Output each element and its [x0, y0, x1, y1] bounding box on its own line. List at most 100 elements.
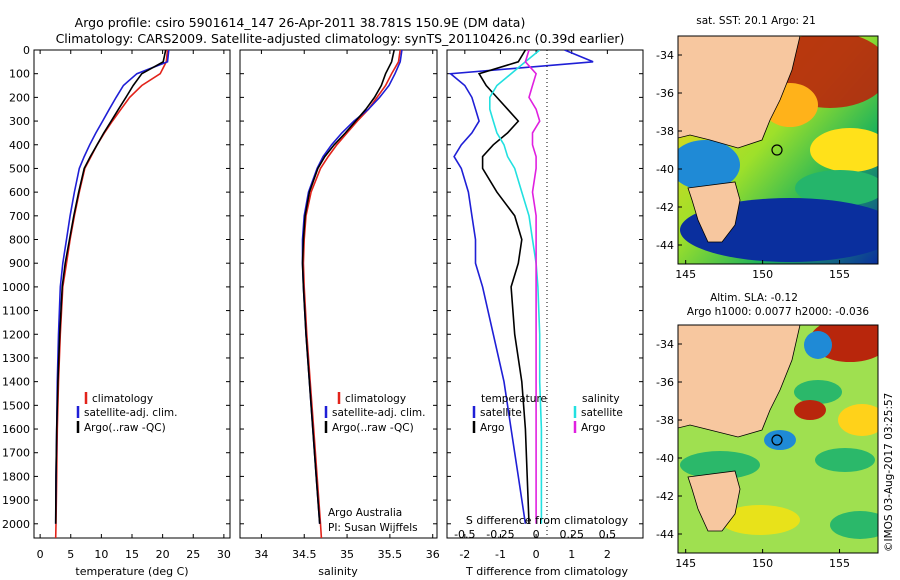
- map-y-tick-label: -42: [656, 490, 674, 503]
- depth-label: 1700: [2, 447, 30, 460]
- x-tick-label: 35.5: [378, 548, 403, 561]
- legend-label-temperature: temperature: [481, 393, 547, 405]
- x-tick-label: 15: [125, 548, 139, 561]
- x-tick-label: 25: [186, 548, 200, 561]
- depth-label: 600: [9, 186, 30, 199]
- map-y-tick-label: -42: [656, 201, 674, 214]
- series-line-argo---raw--qc-: [54, 50, 167, 524]
- difference-axes: -2 -1 0 1 2 -0.5 -0.25 0 0.25 0.5: [447, 49, 643, 561]
- series-line-satellite-adj--clim-: [301, 50, 403, 524]
- depth-label: 300: [9, 115, 30, 128]
- sla-map-title: Altim. SLA: -0.12: [710, 292, 798, 304]
- map-y-tick-label: -36: [656, 87, 674, 100]
- map-y-tick-label: -36: [656, 376, 674, 389]
- temperature-lines: [54, 50, 170, 538]
- salinity-xlabel: salinity: [318, 565, 358, 578]
- x-tick-label: 36: [426, 548, 440, 561]
- sla-map-ticks: 145 150 155 -34 -36 -38 -40 -42 -44: [656, 338, 850, 570]
- sst-map-ticks: 145 150 155 -34 -36 -38 -40 -42 -44: [656, 49, 850, 281]
- map-x-tick-label: 155: [829, 268, 850, 281]
- header-line-1: Argo profile: csiro 5901614_147 26-Apr-2…: [75, 15, 526, 30]
- salinity-panel-frame: [239, 49, 438, 539]
- x-tick-label: 34: [254, 548, 268, 561]
- x-tick-label: 20: [156, 548, 170, 561]
- map-x-tick-label: 145: [675, 557, 696, 570]
- depth-label: 1300: [2, 352, 30, 365]
- difference-lines: [448, 50, 594, 524]
- temperature-xlabel: temperature (deg C): [75, 565, 188, 578]
- map-y-tick-label: -38: [656, 125, 674, 138]
- x-tick-label: 30: [217, 548, 231, 561]
- legend-label-temp-satellite: satellite: [480, 407, 522, 419]
- legend-label-climatology: climatology: [345, 393, 406, 405]
- mainland-land: [678, 36, 801, 149]
- sla-map-subtitle: Argo h1000: 0.0077 h2000: -0.036: [687, 306, 869, 318]
- x-tick-label: 2: [604, 548, 611, 561]
- depth-label: 1100: [2, 305, 30, 318]
- series-line-argo---raw--qc-: [301, 50, 395, 524]
- legend-label-argo: Argo(..raw -QC): [332, 422, 414, 434]
- legend-label-sal-satellite: satellite: [581, 407, 623, 419]
- salinity-axes: 34 34.5 35 35.5 36: [240, 49, 440, 561]
- annotation-argo-australia: Argo Australia: [328, 507, 402, 519]
- mainland-land: [678, 325, 801, 438]
- depth-label: 800: [9, 234, 30, 247]
- argo-location-marker: [771, 434, 783, 446]
- x-tick-label: 0: [533, 548, 540, 561]
- sla-map-frame: [677, 324, 879, 554]
- series-line-climatology: [54, 50, 169, 538]
- map-y-tick-label: -40: [656, 452, 674, 465]
- legend-label-sal-argo: Argo: [581, 422, 605, 434]
- series-line-satellite: [448, 50, 594, 524]
- sst-map-image: [678, 36, 878, 264]
- legend-label-argo: Argo(..raw -QC): [84, 422, 166, 434]
- depth-label: 1600: [2, 423, 30, 436]
- series-line-satellite: [489, 50, 543, 524]
- depth-label: 200: [9, 91, 30, 104]
- argo-location-marker: [771, 144, 783, 156]
- x-tick-label: 35: [340, 548, 354, 561]
- map-y-tick-label: -40: [656, 163, 674, 176]
- x-tick-label: -1: [495, 548, 506, 561]
- tasmania-land: [687, 181, 741, 243]
- series-line-argo: [524, 50, 541, 524]
- legend-label-satellite: satellite-adj. clim.: [332, 407, 425, 419]
- series-line-argo: [477, 50, 530, 524]
- depth-label: 700: [9, 210, 30, 223]
- difference-legend: temperature satellite Argo salinity sate…: [472, 393, 623, 434]
- x-tick-label: -2: [459, 548, 470, 561]
- depth-label: 2000: [2, 518, 30, 531]
- tasmania-land: [687, 470, 741, 532]
- header-line-2: Climatology: CARS2009. Satellite-adjuste…: [56, 31, 625, 46]
- s-tick-label: 0.5: [599, 528, 617, 541]
- x-tick-label: 1: [568, 548, 575, 561]
- x-tick-label: 5: [67, 548, 74, 561]
- legend-label-satellite: satellite-adj. clim.: [84, 407, 177, 419]
- map-x-tick-label: 150: [752, 268, 773, 281]
- s-tick-label: 0.25: [559, 528, 584, 541]
- sla-map-image: [678, 325, 878, 553]
- depth-label: 100: [9, 68, 30, 81]
- depth-label: 500: [9, 162, 30, 175]
- map-y-tick-label: -34: [656, 49, 674, 62]
- map-x-tick-label: 150: [752, 557, 773, 570]
- depth-label: 1800: [2, 470, 30, 483]
- legend-label-salinity: salinity: [582, 393, 620, 405]
- map-x-tick-label: 145: [675, 268, 696, 281]
- depth-label: 0: [23, 44, 30, 57]
- depth-label: 1900: [2, 494, 30, 507]
- legend-label-temp-argo: Argo: [480, 422, 504, 434]
- temperature-axes: 0 5 10 15 20 25 30: [34, 49, 231, 561]
- depth-label: 1200: [2, 328, 30, 341]
- depth-label: 400: [9, 139, 30, 152]
- s-tick-label: 0: [533, 528, 540, 541]
- temperature-panel-frame: [33, 49, 231, 539]
- map-y-tick-label: -34: [656, 338, 674, 351]
- x-tick-label: 34.5: [292, 548, 317, 561]
- difference-xlabel: T difference from climatology: [465, 565, 628, 578]
- map-y-tick-label: -44: [656, 528, 674, 541]
- map-x-tick-label: 155: [829, 557, 850, 570]
- map-y-tick-label: -44: [656, 239, 674, 252]
- depth-label: 1500: [2, 399, 30, 412]
